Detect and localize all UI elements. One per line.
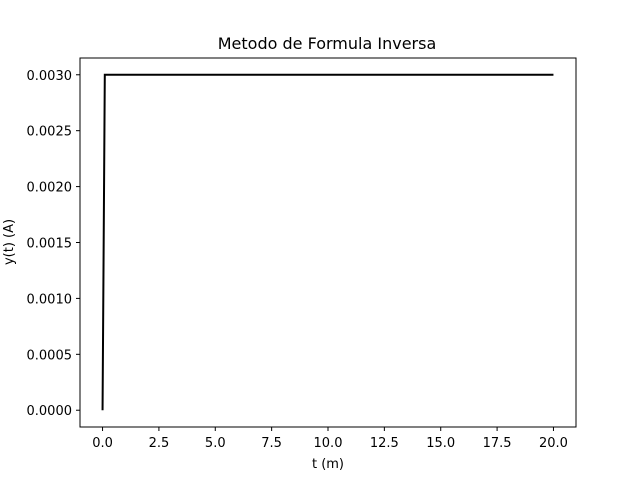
- series-layer: [101, 73, 554, 411]
- chart-title: Metodo de Formula Inversa: [218, 34, 437, 53]
- plot-area: [79, 57, 577, 428]
- x-tick-label: 2.5: [149, 436, 170, 451]
- y-axis: 0.0000 0.0005 0.0010 0.0015 0.0020 0.0025 0.00…: [27, 69, 80, 419]
- y-tick-label: 0.0020: [27, 181, 73, 196]
- y-tick-label: 0.0000: [27, 404, 73, 419]
- x-tick-label: 5.0: [205, 436, 226, 451]
- x-tick-label: 20.0: [539, 436, 568, 451]
- x-tick-label: 15.0: [426, 436, 455, 451]
- x-tick-label: 17.5: [483, 436, 512, 451]
- y-axis-label: y(t) (A): [2, 219, 17, 265]
- y-tick-label: 0.0030: [27, 69, 73, 84]
- x-axis-label: t (m): [312, 457, 344, 472]
- series-line-0: [101, 73, 554, 411]
- y-tick-label: 0.0005: [27, 348, 73, 363]
- y-tick-label: 0.0025: [27, 125, 73, 140]
- y-tick-label: 0.0015: [27, 237, 73, 252]
- x-tick-label: 0.0: [92, 436, 113, 451]
- x-axis: 0.0 2.5 5.0 7.5 10.0 12.5 15.0 17.5 20.0: [92, 427, 568, 451]
- x-tick-label: 7.5: [261, 436, 282, 451]
- x-tick-label: 10.0: [314, 436, 343, 451]
- x-tick-label: 12.5: [370, 436, 399, 451]
- plot-frame: [79, 57, 577, 428]
- y-tick-label: 0.0010: [27, 292, 73, 307]
